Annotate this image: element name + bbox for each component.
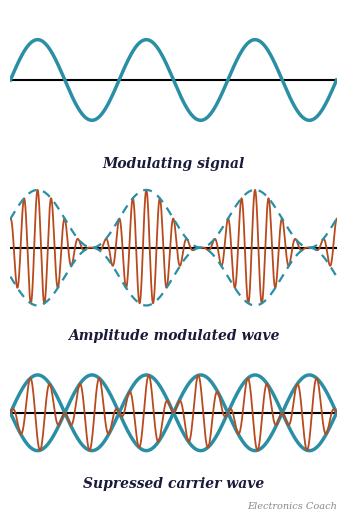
Text: Supressed carrier wave: Supressed carrier wave [83,477,264,491]
Text: Amplitude modulated wave: Amplitude modulated wave [68,329,279,343]
Text: Electronics Coach: Electronics Coach [247,502,337,511]
Text: Modulating signal: Modulating signal [102,157,245,171]
